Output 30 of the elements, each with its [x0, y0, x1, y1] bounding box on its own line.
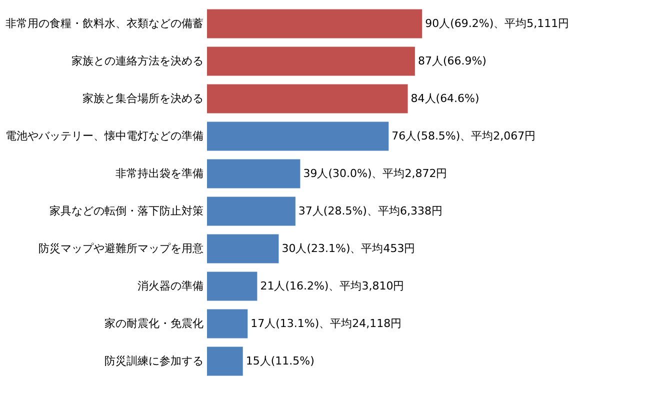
- bar: [207, 9, 422, 38]
- data-label: 87人(66.9%): [418, 54, 486, 68]
- y-tick-label: 家の耐震化・免震化: [104, 316, 204, 330]
- y-tick-label: 消火器の準備: [138, 279, 204, 292]
- data-label: 39人(30.0%)、平均2,872円: [303, 166, 448, 180]
- y-tick-label: 家族との連絡方法を決める: [72, 54, 204, 68]
- y-tick-label: 防災訓練に参加する: [104, 354, 204, 368]
- y-tick-label: 家具などの転倒・落下防止対策: [50, 204, 204, 218]
- y-tick-label: 防災マップや避難所マップを用意: [38, 242, 204, 255]
- y-tick-label: 家族と集合場所を決める: [82, 92, 204, 105]
- bar: [207, 159, 300, 188]
- y-tick-label: 非常持出袋を準備: [116, 166, 204, 180]
- data-label: 76人(58.5%)、平均2,067円: [392, 129, 536, 142]
- bar: [207, 234, 279, 264]
- data-label: 90人(69.2%)、平均5,111円: [425, 16, 570, 30]
- data-label: 21人(16.2%)、平均3,810円: [260, 279, 404, 292]
- data-label: 17人(13.1%)、平均24,118円: [250, 316, 402, 330]
- y-tick-label: 電池やバッテリー、懐中電灯などの準備: [6, 129, 204, 142]
- bar: [207, 122, 389, 151]
- bar: [207, 46, 415, 76]
- data-label: 30人(23.1%)、平均453円: [282, 242, 416, 255]
- y-tick-label: 非常用の食糧・飲料水、衣類などの備蓄: [6, 16, 204, 30]
- data-label: 84人(64.6%): [410, 92, 480, 105]
- bar: [207, 84, 408, 114]
- bar: [207, 272, 258, 301]
- data-label: 15人(11.5%): [246, 354, 314, 368]
- bar: [207, 309, 248, 338]
- bar: [207, 196, 296, 226]
- data-label: 37人(28.5%)、平均6,338円: [298, 204, 442, 218]
- bar: [207, 346, 243, 376]
